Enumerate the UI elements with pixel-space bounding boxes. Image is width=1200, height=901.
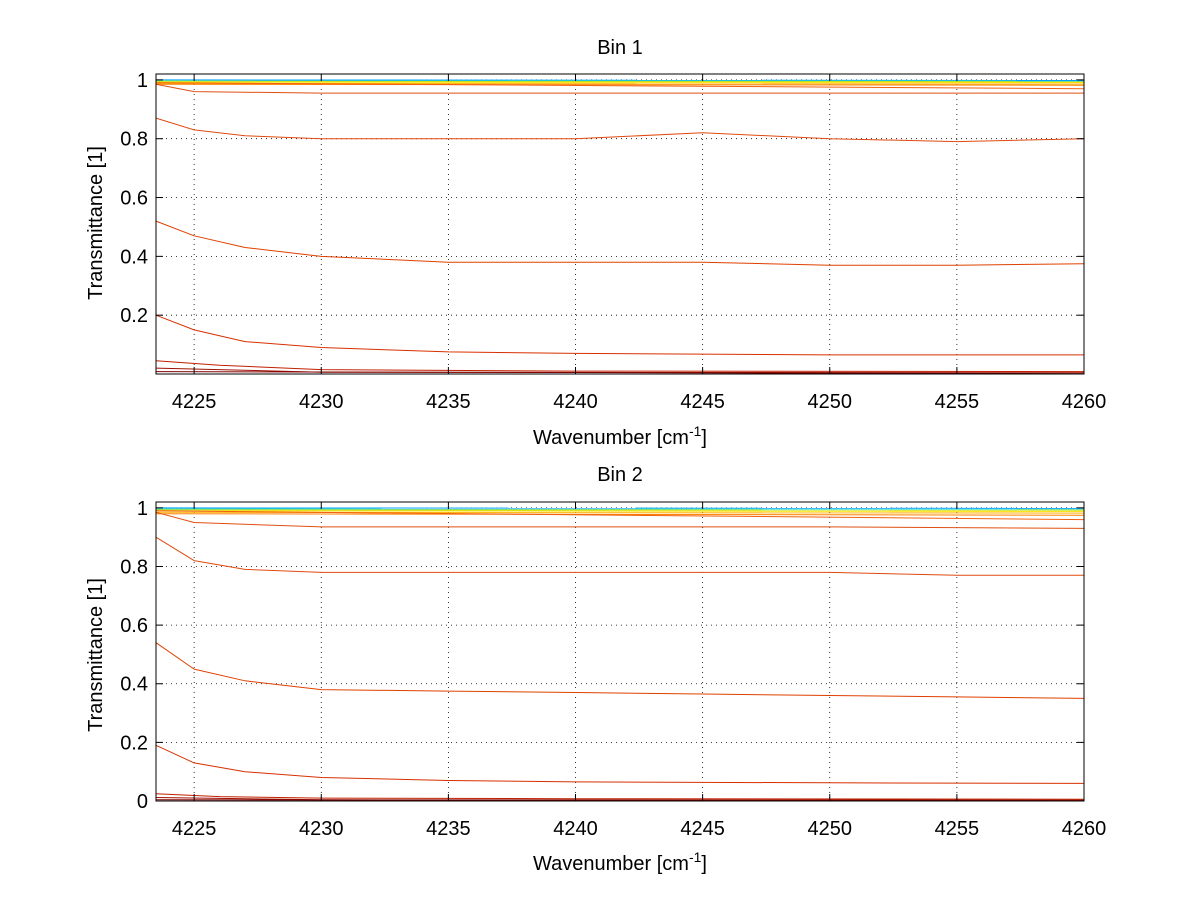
series-line-3 bbox=[155, 510, 1085, 512]
series-line-7 bbox=[155, 83, 1084, 94]
y-tick-label: 0.6 bbox=[120, 188, 148, 210]
x-tick-label: 4255 bbox=[935, 818, 980, 840]
x-tick-label: 4225 bbox=[172, 818, 217, 840]
series-line-5 bbox=[155, 83, 1085, 86]
chart-title: Bin 2 bbox=[597, 464, 643, 486]
series-line-10 bbox=[155, 744, 1085, 784]
x-tick-label: 4260 bbox=[1062, 391, 1107, 413]
series-line-6 bbox=[155, 82, 1085, 90]
x-tick-label: 4235 bbox=[426, 391, 471, 413]
y-tick-label: 0.2 bbox=[120, 732, 148, 754]
y-tick-label: 0.8 bbox=[120, 556, 148, 578]
x-axis-label: Wavenumber [cm-1] bbox=[533, 423, 707, 449]
series-line-9 bbox=[155, 220, 1085, 266]
y-tick-label: 0.8 bbox=[120, 129, 148, 151]
series-line-9 bbox=[155, 642, 1085, 699]
x-tick-label: 4235 bbox=[426, 818, 471, 840]
y-tick-label: 0.6 bbox=[120, 615, 148, 637]
x-tick-label: 4260 bbox=[1062, 818, 1107, 840]
y-tick-label: 0.4 bbox=[120, 674, 148, 696]
y-tick-label: 0.4 bbox=[120, 246, 148, 268]
series-line-13 bbox=[155, 371, 1085, 375]
x-tick-label: 4245 bbox=[680, 818, 725, 840]
x-tick-label: 4245 bbox=[680, 391, 725, 413]
series-line-11 bbox=[155, 360, 1085, 373]
series-line-5 bbox=[155, 513, 1085, 516]
series-line-6 bbox=[155, 510, 1085, 521]
subplot-bin-1: Bin 1 Wavenumber [cm-1] Transmittance [1… bbox=[85, 37, 1106, 449]
x-tick-label: 4230 bbox=[299, 818, 344, 840]
x-tick-label: 4250 bbox=[808, 391, 853, 413]
y-tick-label: 1 bbox=[137, 498, 148, 520]
x-axis-label: Wavenumber [cm-1] bbox=[533, 849, 707, 875]
y-axis-label: Transmittance [1] bbox=[85, 578, 107, 732]
series-line-0 bbox=[155, 79, 1085, 81]
series-line-8 bbox=[155, 536, 1084, 576]
plot-frame bbox=[155, 501, 1085, 802]
x-tick-label: 4255 bbox=[935, 391, 980, 413]
series-line-10 bbox=[155, 314, 1084, 356]
x-tick-label: 4250 bbox=[808, 818, 853, 840]
subplot-bin-2: Bin 2 Wavenumber [cm-1] Transmittance [1… bbox=[85, 464, 1106, 875]
y-axis-label: Transmittance [1] bbox=[85, 146, 107, 300]
plot-frame bbox=[155, 73, 1085, 375]
y-tick-label: 0.2 bbox=[120, 305, 148, 327]
series-line-7 bbox=[155, 511, 1085, 529]
series-line-11 bbox=[155, 793, 1085, 800]
series-line-0 bbox=[155, 507, 1085, 509]
x-tick-label: 4240 bbox=[553, 818, 598, 840]
x-tick-label: 4225 bbox=[172, 391, 217, 413]
chart-title: Bin 1 bbox=[597, 37, 643, 59]
x-tick-label: 4230 bbox=[299, 391, 344, 413]
x-tick-label: 4240 bbox=[553, 391, 598, 413]
series-line-8 bbox=[155, 117, 1085, 143]
y-tick-label: 0 bbox=[137, 791, 148, 813]
y-tick-label: 1 bbox=[137, 70, 148, 92]
